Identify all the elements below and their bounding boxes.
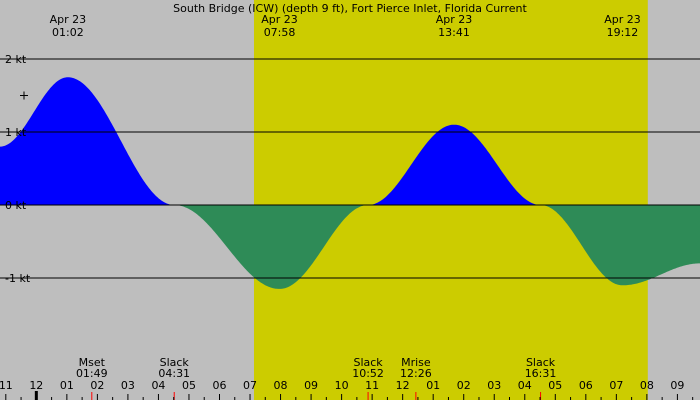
x-tick-label: 06 <box>212 379 226 392</box>
y-tick-label: 0 kt <box>5 199 27 212</box>
flood-area <box>369 124 541 205</box>
x-tick-label: 09 <box>670 379 684 392</box>
extreme-date: Apr 23 <box>50 13 87 26</box>
extreme-time: 07:58 <box>264 26 296 39</box>
extreme-time: 13:41 <box>438 26 470 39</box>
extreme-time: 19:12 <box>607 26 639 39</box>
y-tick-label: 2 kt <box>5 53 27 66</box>
x-tick-label: 12 <box>396 379 410 392</box>
extreme-date: Apr 23 <box>604 13 641 26</box>
x-axis-ticks: 11 12 01 02 03 04 05 06 07 08 09 10 11 12 01 02 03 04 05 06… <box>0 379 694 400</box>
event-name: Slack <box>526 356 556 369</box>
flood-area <box>0 77 175 205</box>
x-tick-label: 08 <box>640 379 654 392</box>
event-time: 01:49 <box>76 367 108 380</box>
x-tick-label: 08 <box>274 379 288 392</box>
x-tick-label: 02 <box>90 379 104 392</box>
x-tick-label: 12 <box>29 379 43 392</box>
event-time: 04:31 <box>158 367 190 380</box>
event-name: Mrise <box>401 356 431 369</box>
grid-lines <box>0 58 700 279</box>
event-labels: Mset01:49Slack04:31Slack10:52Mrise12:26S… <box>76 356 556 400</box>
y-tick-label: -1 kt <box>5 272 31 285</box>
event-name: Slack <box>160 356 190 369</box>
x-tick-label: 05 <box>182 379 196 392</box>
x-tick-label: 05 <box>548 379 562 392</box>
chart-title: South Bridge (ICW) (depth 9 ft), Fort Pi… <box>173 2 527 15</box>
event-name: Mset <box>79 356 106 369</box>
x-tick-label: 01 <box>426 379 440 392</box>
x-tick-label: 07 <box>609 379 623 392</box>
x-tick-label: 06 <box>579 379 593 392</box>
extreme-time: 01:02 <box>52 26 84 39</box>
x-tick-label: 04 <box>151 379 165 392</box>
x-tick-label: 03 <box>121 379 135 392</box>
y-axis-labels: 2 kt 1 kt 0 kt -1 kt <box>5 53 31 285</box>
current-areas <box>0 77 700 289</box>
x-tick-label: 09 <box>304 379 318 392</box>
event-name: Slack <box>353 356 383 369</box>
x-tick-label: 03 <box>487 379 501 392</box>
x-tick-label: 11 <box>365 379 379 392</box>
x-tick-label: 11 <box>0 379 13 392</box>
event-time: 12:26 <box>400 367 432 380</box>
ebb-area <box>175 205 369 289</box>
y-tick-label: 1 kt <box>5 126 27 139</box>
event-time: 10:52 <box>352 367 384 380</box>
x-tick-label: 10 <box>335 379 349 392</box>
extreme-date: Apr 23 <box>261 13 298 26</box>
x-tick-label: 02 <box>457 379 471 392</box>
event-time: 16:31 <box>525 367 557 380</box>
x-tick-label: 07 <box>243 379 257 392</box>
x-tick-label: 04 <box>518 379 532 392</box>
extreme-date: Apr 23 <box>436 13 473 26</box>
x-tick-label: 01 <box>60 379 74 392</box>
ebb-area <box>541 205 700 286</box>
